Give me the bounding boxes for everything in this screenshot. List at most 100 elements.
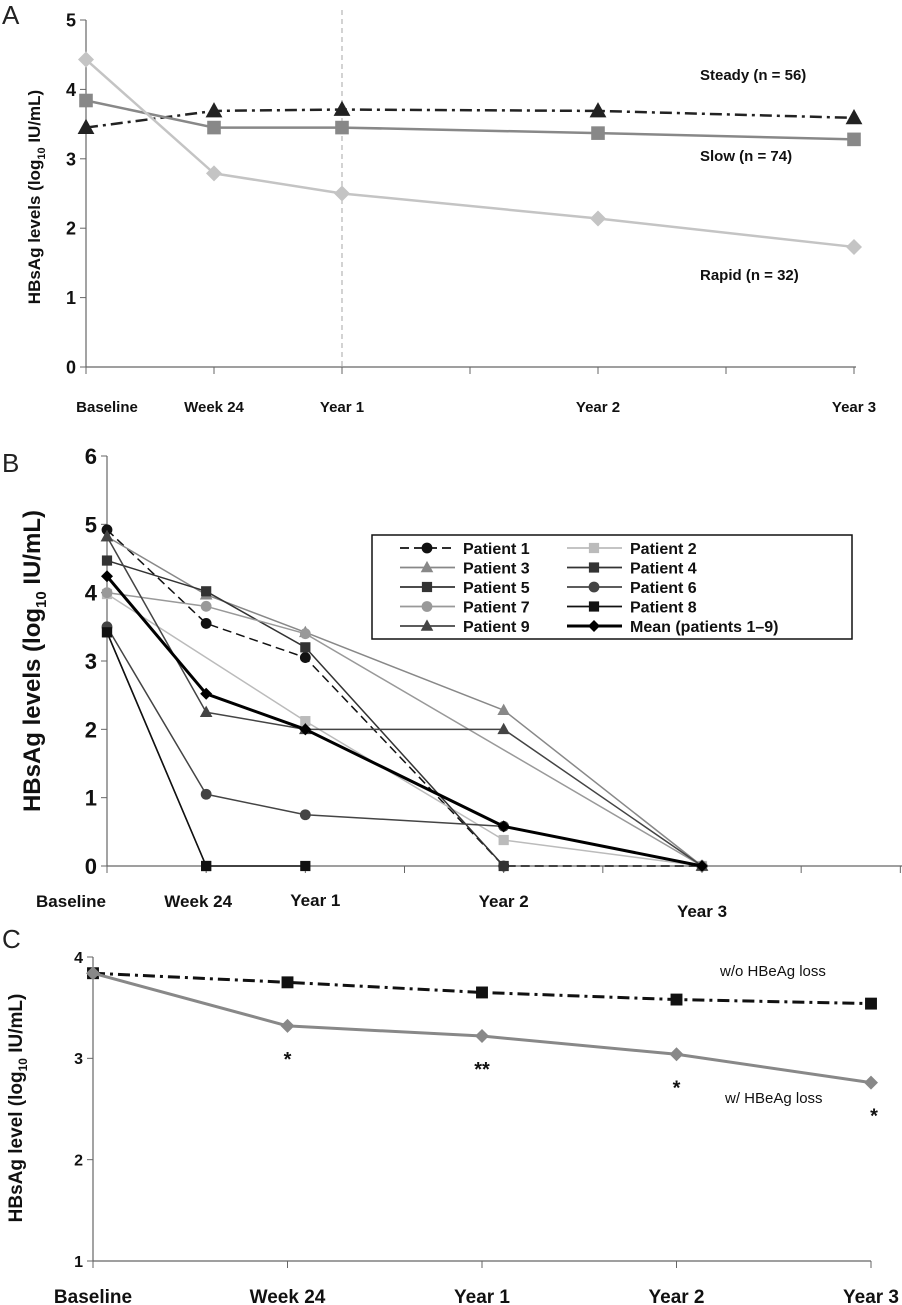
series-w-hbeag-loss-point-1 bbox=[280, 1018, 295, 1033]
series-steady-n-56 bbox=[77, 100, 863, 134]
series-rapid-n-32 bbox=[78, 51, 862, 255]
series-patient-7-point-0 bbox=[101, 587, 113, 599]
series-patient-8-point-0 bbox=[101, 627, 113, 638]
x-tick-label-year-2: Year 2 bbox=[576, 399, 620, 416]
series-rapid-n-32-point-4 bbox=[846, 238, 862, 255]
legend-label: Patient 4 bbox=[630, 561, 697, 578]
x-tick-label-baseline: Baseline bbox=[54, 1287, 132, 1305]
x-tick-label-year-3: Year 3 bbox=[832, 399, 876, 416]
significance-marker: * bbox=[673, 1077, 681, 1099]
series-patient-8-point-2 bbox=[300, 860, 311, 872]
y-tick-label: 0 bbox=[85, 854, 97, 879]
y-tick-label: 3 bbox=[74, 1051, 83, 1068]
series-label-slow-n-74: Slow (n = 74) bbox=[700, 148, 792, 165]
legend-item-patient-8: Patient 8 bbox=[567, 600, 697, 617]
series-steady-n-56-point-4 bbox=[845, 109, 863, 125]
series-mean-patients-1-9-point-3 bbox=[497, 820, 510, 833]
series-label-w-hbeag-loss: w/ HBeAg loss bbox=[724, 1090, 823, 1107]
series-patient-1-point-2 bbox=[299, 652, 311, 663]
y-tick-label: 0 bbox=[66, 357, 76, 377]
y-tick-label: 1 bbox=[85, 786, 97, 811]
series-mean-patients-1-9 bbox=[101, 570, 708, 872]
series-steady-n-56-point-0 bbox=[77, 118, 95, 134]
legend-swatch-patient-8-point-0 bbox=[588, 601, 600, 612]
series-w-hbeag-loss-point-3 bbox=[669, 1047, 684, 1062]
series-patient-9-point-0 bbox=[100, 530, 114, 542]
series-slow-n-74-line bbox=[85, 99, 855, 141]
series-patient-7-point-2 bbox=[299, 628, 311, 640]
series-slow-n-74-point-0 bbox=[79, 93, 93, 108]
y-tick-label: 5 bbox=[85, 512, 97, 537]
legend-item-patient-6: Patient 6 bbox=[567, 580, 697, 597]
series-steady-n-56-point-3 bbox=[589, 102, 607, 118]
legend-label: Patient 2 bbox=[630, 541, 697, 558]
legend-swatch-patient-9-point-0 bbox=[420, 619, 434, 631]
y-tick-label: 4 bbox=[85, 581, 98, 606]
panel-label-c: C bbox=[2, 924, 21, 954]
legend-swatch-patient-3-point-0 bbox=[420, 560, 434, 573]
legend-swatch-patient-1-point-0 bbox=[421, 542, 433, 554]
y-tick-label: 1 bbox=[66, 288, 76, 308]
series-patient-1-point-1 bbox=[200, 618, 212, 629]
series-patient-5-point-2 bbox=[300, 642, 311, 653]
series-patient-8 bbox=[101, 627, 311, 872]
significance-marker: * bbox=[870, 1106, 878, 1128]
legend-label: Patient 3 bbox=[463, 561, 530, 578]
series-w-hbeag-loss-point-0 bbox=[86, 966, 100, 981]
panel-label-a: A bbox=[2, 0, 20, 30]
series-patient-2-point-1 bbox=[300, 716, 311, 727]
series-patient-8-line bbox=[106, 632, 306, 867]
legend-swatch-patient-4-point-0 bbox=[588, 562, 600, 573]
x-tick-label-week-24: Week 24 bbox=[184, 399, 244, 416]
y-tick-label: 5 bbox=[66, 10, 76, 30]
series-patient-6-point-2 bbox=[299, 809, 311, 821]
series-slow-n-74-point-2 bbox=[335, 120, 349, 135]
legend-item-patient-5: Patient 5 bbox=[400, 580, 530, 597]
series-patient-2-line bbox=[106, 593, 703, 867]
legend-item-patient-7: Patient 7 bbox=[400, 600, 530, 617]
legend: Patient 1 Patient 2 Patient 3 Patient 4 Pati… bbox=[371, 534, 853, 640]
x-tick-label-week-24: Week 24 bbox=[250, 1287, 326, 1305]
legend-item-patient-3: Patient 3 bbox=[400, 561, 530, 578]
legend-swatch-patient-2-point-0 bbox=[588, 542, 600, 554]
series-patient-5-point-1 bbox=[201, 586, 212, 597]
x-tick-label-year-3: Year 3 bbox=[843, 1287, 899, 1305]
series-patient-5-point-0 bbox=[101, 555, 113, 566]
series-patient-6-point-1 bbox=[200, 788, 212, 800]
legend-item-patient-4: Patient 4 bbox=[567, 561, 697, 578]
x-tick-label-year-1: Year 1 bbox=[454, 1287, 510, 1305]
legend-swatch-patient-5-point-0 bbox=[421, 581, 433, 593]
legend-label: Patient 8 bbox=[630, 600, 697, 617]
series-steady-n-56-point-1 bbox=[205, 102, 223, 118]
series-rapid-n-32-point-2 bbox=[334, 185, 350, 202]
series-rapid-n-32-point-3 bbox=[590, 210, 606, 227]
series-w-hbeag-loss bbox=[86, 966, 878, 1090]
series-patient-6-line bbox=[106, 626, 703, 867]
series-steady-n-56-point-2 bbox=[333, 100, 351, 116]
series-rapid-n-32-point-0 bbox=[78, 51, 94, 68]
series-w-o-hbeag-loss-point-2 bbox=[476, 986, 488, 999]
x-tick-label-year-2: Year 2 bbox=[479, 892, 529, 911]
legend-item-patient-2: Patient 2 bbox=[567, 541, 697, 558]
y-tick-label: 3 bbox=[85, 649, 97, 674]
y-tick-label: 2 bbox=[85, 717, 97, 742]
legend-swatch-patient-6-point-0 bbox=[588, 581, 600, 593]
legend-swatch-mean-patients-1-9-point-0 bbox=[588, 620, 600, 632]
legend-label: Patient 9 bbox=[463, 619, 530, 636]
x-tick-label-year-2: Year 2 bbox=[649, 1287, 705, 1305]
series-patient-9-point-1 bbox=[199, 705, 213, 718]
panel-b-chart: 0 1 2 3 4 5 6 Baseline Week 24 Year 1 Year 2 Year 3… bbox=[36, 444, 902, 921]
significance-marker: ** bbox=[474, 1059, 490, 1081]
panel-label-b: B bbox=[2, 448, 19, 478]
series-patient-8-point-1 bbox=[201, 860, 212, 872]
series-mean-patients-1-9-point-0 bbox=[101, 570, 113, 583]
x-tick-label-baseline: Baseline bbox=[36, 892, 106, 911]
y-tick-label: 4 bbox=[66, 80, 76, 100]
legend-label: Patient 6 bbox=[630, 580, 697, 597]
series-patient-1-point-0 bbox=[101, 524, 113, 536]
significance-marker: * bbox=[284, 1049, 292, 1071]
y-tick-label: 1 bbox=[74, 1254, 83, 1271]
series-patient-5-point-3 bbox=[498, 860, 509, 872]
series-slow-n-74 bbox=[79, 93, 861, 147]
